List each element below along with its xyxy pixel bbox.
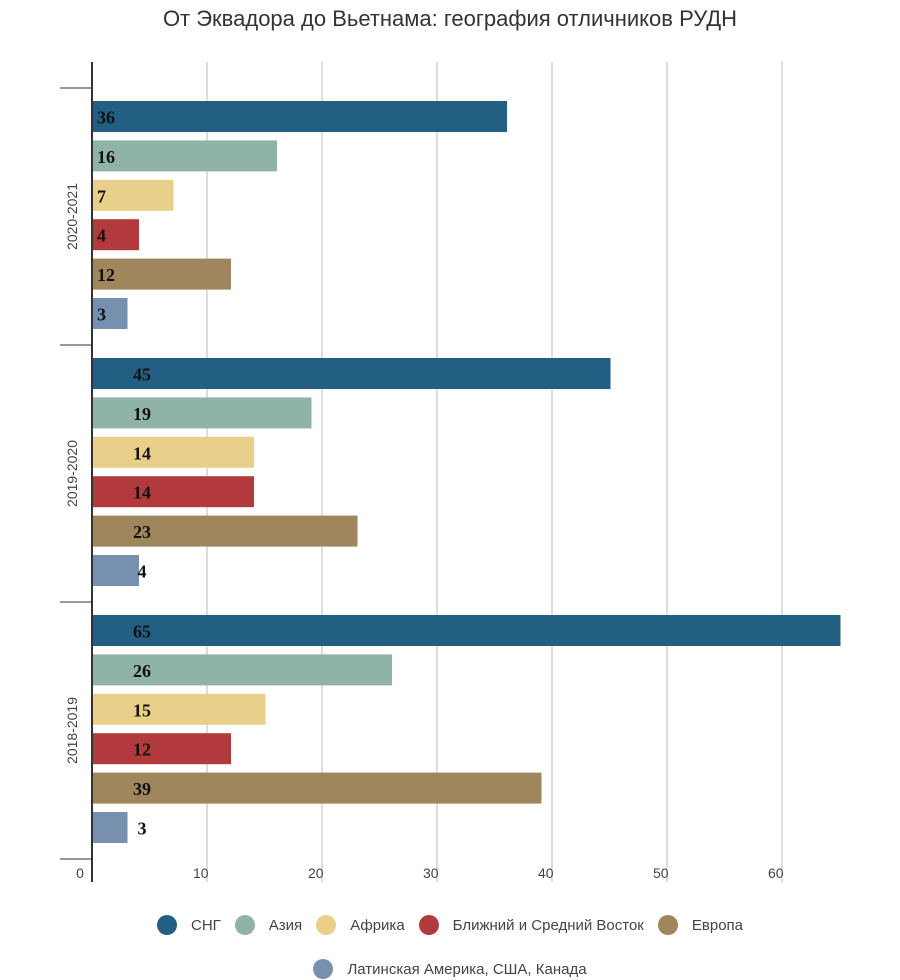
category-label: 2020-2021: [64, 183, 80, 250]
legend-marker-icon: [418, 915, 439, 935]
legend-marker-icon: [313, 959, 334, 979]
bar: [93, 298, 128, 329]
data-label: 12: [97, 265, 115, 285]
legend-label: Ближний и Средний Восток: [452, 916, 644, 934]
legend-marker-icon: [157, 915, 177, 935]
chart-title: От Эквадора до Вьетнама: география отлич…: [162, 6, 738, 31]
data-label: 3: [138, 819, 147, 839]
legend-marker-icon: [234, 915, 255, 935]
data-label: 15: [133, 700, 151, 720]
legend-item[interactable]: Ближний и Средний Восток: [418, 915, 644, 935]
data-label: 14: [133, 483, 151, 503]
x-tick-label: 0: [76, 865, 84, 881]
data-label: 26: [133, 661, 151, 681]
bar: [93, 258, 231, 290]
data-label: 4: [97, 226, 106, 246]
legend-item[interactable]: Европа: [657, 915, 743, 935]
data-label: 19: [133, 404, 151, 424]
x-tick-label: 30: [423, 865, 439, 881]
bar: [93, 140, 277, 172]
legend-label: Азия: [268, 916, 303, 934]
x-tick-label: 10: [193, 865, 209, 881]
data-label: 4: [138, 562, 147, 582]
x-tick-label: 50: [653, 865, 669, 881]
data-label: 7: [97, 186, 106, 206]
legend-marker-icon: [657, 915, 678, 935]
bar: [93, 476, 254, 508]
legend-row-2: Латинская Америка, США, Канада: [0, 959, 900, 979]
legend-label: Латинская Америка, США, Канада: [347, 960, 587, 978]
bar: [93, 515, 358, 547]
legend-label: Европа: [691, 916, 743, 934]
category-label: 2019-2020: [64, 440, 80, 507]
data-label: 65: [133, 622, 151, 642]
bar: [93, 693, 266, 725]
legend-item[interactable]: Латинская Америка, США, Канада: [313, 959, 587, 979]
x-tick-label: 40: [538, 865, 554, 881]
bar: [93, 615, 841, 646]
legend-item[interactable]: СНГ: [157, 915, 221, 935]
bar: [93, 555, 139, 586]
category-label: 2018-2019: [64, 697, 80, 764]
bar: [93, 733, 231, 765]
x-tick-label: 20: [308, 865, 324, 881]
bar: [93, 772, 542, 804]
data-label: 3: [97, 305, 106, 325]
bar: [93, 358, 611, 389]
legend-row-1: СНГ Азия Африка Ближний и Средний Восток Евр…: [0, 915, 900, 935]
bar: [93, 812, 128, 843]
data-label: 14: [133, 443, 151, 463]
data-label: 16: [97, 147, 115, 167]
bar: [93, 654, 392, 686]
bar: [93, 219, 139, 251]
data-label: 45: [133, 365, 151, 385]
legend-label: Африка: [350, 916, 405, 934]
data-label: 23: [133, 522, 151, 542]
bar: [93, 436, 254, 468]
data-label: 39: [133, 779, 151, 799]
data-label: 12: [133, 740, 151, 760]
bar: [93, 397, 312, 429]
x-tick-label: 60: [768, 865, 784, 881]
legend-item[interactable]: Африка: [316, 915, 405, 935]
legend-marker-icon: [316, 915, 337, 935]
legend-label: СНГ: [191, 916, 221, 934]
data-label: 36: [97, 108, 115, 128]
bar: [93, 179, 174, 211]
bar: [93, 101, 507, 132]
bar-chart: 0 10 20 30 40 50 60 2020-2021 36 16 7 4 12 3 2019-2020…: [60, 62, 841, 882]
legend-item[interactable]: Азия: [234, 915, 303, 935]
